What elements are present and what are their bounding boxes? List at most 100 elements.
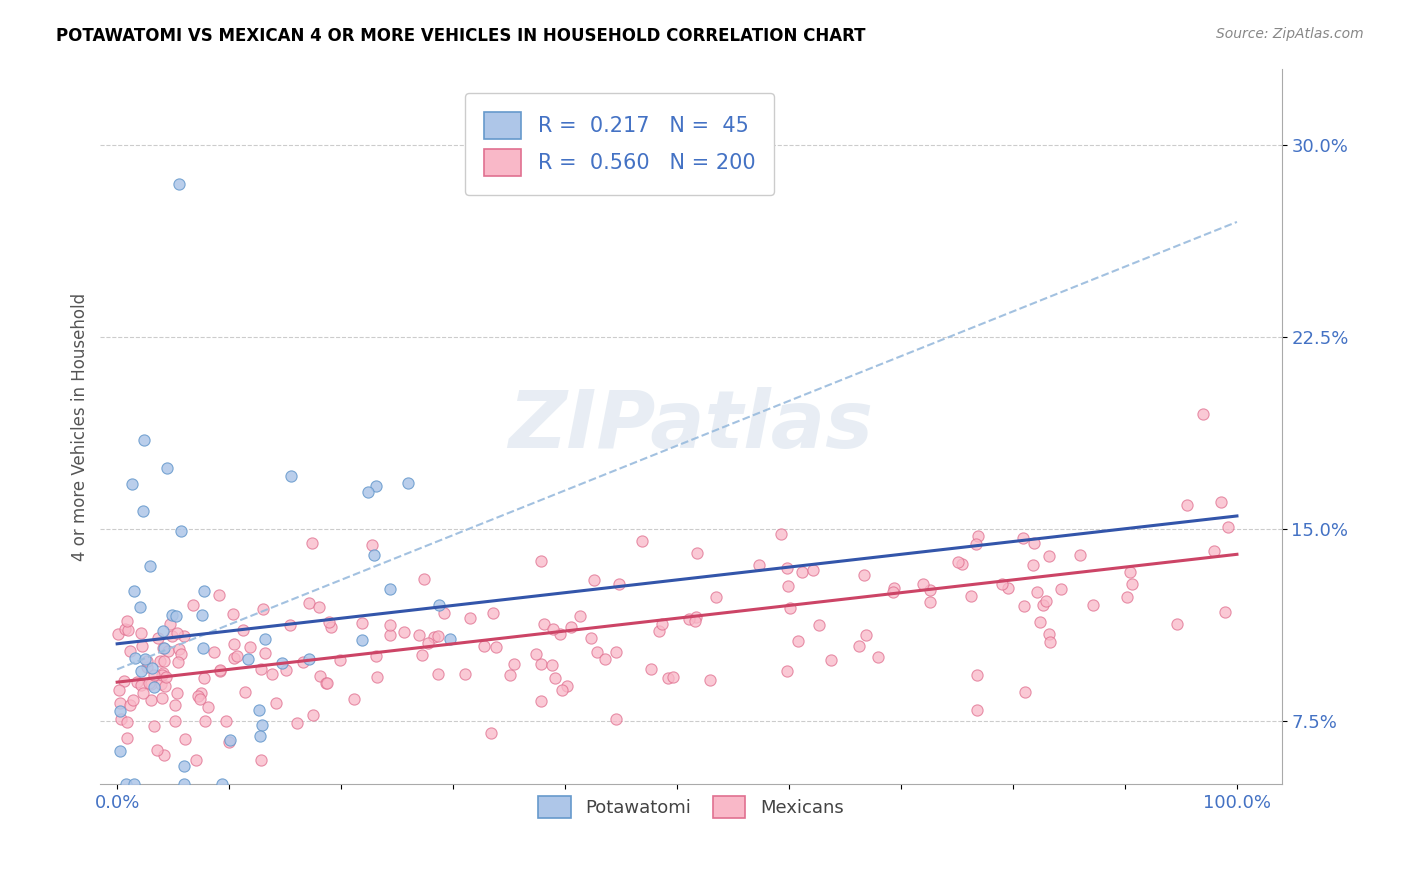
Point (121, 477, 143, 491)
Point (1014, 684, 1036, 698)
Point (657, 671, 679, 685)
Point (1166, 616, 1188, 631)
Point (146, 631, 169, 645)
Point (134, 651, 156, 665)
Point (378, 618, 401, 632)
Point (585, 644, 607, 658)
Point (197, 700, 219, 714)
Point (560, 620, 582, 634)
Point (605, 645, 627, 659)
Point (398, 475, 420, 490)
Point (187, 689, 209, 703)
Point (107, 627, 129, 641)
Point (218, 733, 240, 747)
Point (364, 479, 387, 493)
Point (165, 608, 187, 623)
Point (285, 715, 308, 730)
Point (152, 665, 174, 680)
Point (790, 565, 813, 579)
Point (607, 576, 630, 591)
Point (960, 590, 983, 604)
Point (770, 526, 793, 541)
Point (454, 666, 477, 681)
Point (156, 461, 179, 475)
Point (254, 646, 277, 660)
Point (173, 777, 195, 791)
Point (412, 572, 434, 586)
Point (427, 629, 450, 643)
Point (866, 650, 889, 665)
Point (582, 573, 605, 587)
Point (316, 676, 339, 690)
Point (117, 623, 139, 637)
Point (779, 601, 801, 615)
Point (141, 676, 163, 690)
Point (280, 468, 302, 483)
Point (115, 714, 138, 729)
Point (143, 719, 166, 733)
Point (1121, 576, 1143, 591)
Point (1022, 536, 1045, 550)
Point (153, 654, 176, 668)
Point (211, 777, 233, 791)
Point (114, 622, 136, 636)
Point (1211, 495, 1233, 509)
Point (529, 554, 551, 568)
Point (141, 661, 163, 675)
Point (193, 584, 215, 599)
Point (308, 669, 330, 683)
Point (166, 626, 188, 640)
Point (134, 434, 156, 448)
Point (343, 691, 366, 706)
Point (250, 753, 273, 767)
Point (183, 598, 205, 612)
Point (152, 747, 174, 762)
Point (997, 581, 1019, 595)
Point (966, 703, 988, 717)
Point (946, 555, 969, 569)
Point (853, 567, 876, 582)
Point (499, 667, 522, 681)
Point (121, 692, 143, 706)
Point (433, 606, 456, 620)
Text: ZIPatlas: ZIPatlas (509, 387, 873, 466)
Point (950, 558, 973, 572)
Point (136, 660, 159, 674)
Point (143, 681, 166, 695)
Point (188, 692, 211, 706)
Point (110, 696, 132, 710)
Point (122, 777, 145, 791)
Point (966, 667, 988, 681)
Point (704, 591, 727, 605)
Point (298, 596, 321, 610)
Point (1069, 548, 1091, 562)
Point (329, 653, 352, 667)
Legend: Potawatomi, Mexicans: Potawatomi, Mexicans (531, 789, 851, 825)
Point (131, 664, 153, 678)
Point (651, 617, 673, 632)
Point (167, 177, 190, 191)
Point (262, 666, 284, 681)
Point (555, 679, 578, 693)
Point (163, 698, 186, 713)
Point (139, 558, 162, 573)
Point (458, 610, 481, 624)
Point (124, 651, 146, 665)
Point (1025, 585, 1047, 599)
Point (150, 667, 173, 681)
Point (378, 582, 401, 597)
Point (1028, 615, 1050, 630)
Point (146, 743, 169, 757)
Point (166, 686, 188, 700)
Point (232, 623, 254, 637)
Point (149, 654, 172, 668)
Point (544, 671, 567, 685)
Point (190, 607, 212, 622)
Point (883, 582, 905, 596)
Point (208, 663, 231, 677)
Point (152, 641, 174, 656)
Point (631, 534, 654, 549)
Point (193, 671, 215, 685)
Point (1038, 627, 1060, 641)
Point (394, 625, 416, 640)
